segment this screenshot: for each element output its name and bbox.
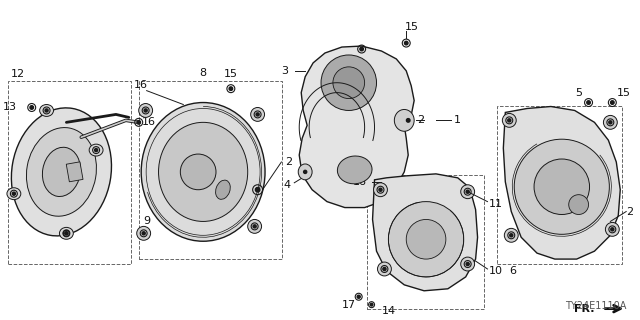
Ellipse shape <box>26 128 97 216</box>
Circle shape <box>379 188 382 191</box>
Circle shape <box>466 190 469 193</box>
Text: 16: 16 <box>134 80 148 90</box>
Circle shape <box>333 67 365 99</box>
Ellipse shape <box>89 144 103 156</box>
Circle shape <box>253 225 256 228</box>
Circle shape <box>508 119 511 122</box>
Ellipse shape <box>216 180 230 199</box>
Ellipse shape <box>159 122 248 221</box>
Circle shape <box>461 257 475 271</box>
Bar <box>367 175 484 308</box>
Circle shape <box>587 101 590 104</box>
Circle shape <box>303 170 307 173</box>
Circle shape <box>12 192 15 195</box>
Circle shape <box>604 116 618 129</box>
Circle shape <box>509 234 513 237</box>
Text: 16: 16 <box>353 177 367 187</box>
Text: 8: 8 <box>200 68 207 78</box>
Text: 4: 4 <box>284 180 291 190</box>
Text: 14: 14 <box>381 306 396 316</box>
Circle shape <box>466 262 469 266</box>
Text: TY24E1110A: TY24E1110A <box>564 300 626 311</box>
Text: 2: 2 <box>285 157 292 167</box>
Circle shape <box>611 101 614 104</box>
Text: 11: 11 <box>488 199 502 209</box>
Text: 5: 5 <box>575 88 582 98</box>
Text: 2: 2 <box>417 116 425 125</box>
Text: 9: 9 <box>143 216 150 227</box>
Circle shape <box>144 109 147 112</box>
Circle shape <box>142 232 145 235</box>
Circle shape <box>374 183 387 197</box>
Circle shape <box>139 104 152 117</box>
Circle shape <box>30 106 33 109</box>
Circle shape <box>605 222 620 236</box>
Circle shape <box>251 108 264 121</box>
Circle shape <box>383 268 386 270</box>
Circle shape <box>609 121 612 124</box>
Circle shape <box>65 232 68 235</box>
Bar <box>67 162 83 182</box>
Circle shape <box>65 232 68 235</box>
Circle shape <box>370 303 373 306</box>
Circle shape <box>569 195 589 214</box>
Circle shape <box>504 228 518 242</box>
Text: 6: 6 <box>509 266 516 276</box>
Text: 1: 1 <box>454 116 461 125</box>
Polygon shape <box>503 107 620 259</box>
Circle shape <box>406 119 410 122</box>
Ellipse shape <box>7 188 21 200</box>
Ellipse shape <box>42 147 81 196</box>
Circle shape <box>360 47 364 51</box>
Text: 13: 13 <box>3 102 17 113</box>
Text: 17: 17 <box>342 300 356 310</box>
Text: 15: 15 <box>224 69 238 79</box>
Text: 10: 10 <box>488 266 502 276</box>
Circle shape <box>229 87 233 91</box>
Circle shape <box>357 295 360 298</box>
Circle shape <box>95 148 98 152</box>
Polygon shape <box>372 174 477 291</box>
Text: 15: 15 <box>617 88 631 98</box>
Bar <box>8 81 131 264</box>
Circle shape <box>256 113 259 116</box>
Ellipse shape <box>298 164 312 180</box>
Text: 12: 12 <box>11 69 25 79</box>
Ellipse shape <box>60 228 74 239</box>
Circle shape <box>255 188 260 192</box>
Text: 16: 16 <box>141 117 156 127</box>
Circle shape <box>321 55 376 110</box>
Circle shape <box>461 185 475 199</box>
Circle shape <box>534 159 589 214</box>
Circle shape <box>406 220 446 259</box>
Text: 3: 3 <box>281 66 288 76</box>
Polygon shape <box>300 46 414 208</box>
Text: FR.: FR. <box>574 304 595 314</box>
Circle shape <box>514 139 609 234</box>
Ellipse shape <box>337 156 372 184</box>
Circle shape <box>378 262 392 276</box>
Ellipse shape <box>12 108 111 236</box>
Ellipse shape <box>394 109 414 131</box>
Circle shape <box>137 226 150 240</box>
Text: 15: 15 <box>405 22 419 32</box>
Text: 2: 2 <box>627 206 634 217</box>
Circle shape <box>137 121 141 124</box>
Circle shape <box>404 41 408 45</box>
Ellipse shape <box>40 105 54 116</box>
Circle shape <box>248 220 262 233</box>
Bar <box>139 81 282 259</box>
Circle shape <box>388 202 464 277</box>
Circle shape <box>180 154 216 190</box>
Bar <box>497 106 622 264</box>
Circle shape <box>502 113 516 127</box>
Circle shape <box>45 109 48 112</box>
Circle shape <box>611 228 614 231</box>
Ellipse shape <box>141 102 265 241</box>
